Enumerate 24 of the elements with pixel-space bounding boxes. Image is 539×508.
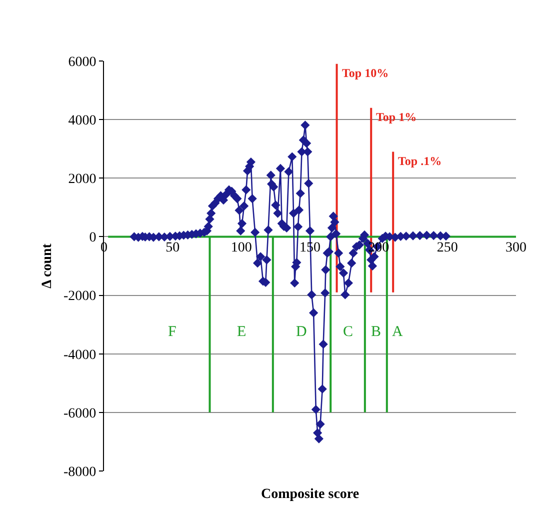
annotation: B	[371, 324, 382, 340]
annotation: F	[168, 324, 176, 340]
y-tick-label: -8000	[64, 464, 96, 480]
series-label: Top 10%	[342, 66, 389, 80]
y-axis-title: Δ count	[40, 243, 56, 288]
y-tick-label: 2000	[68, 172, 96, 188]
y-tick-label: 6000	[68, 54, 96, 70]
annotation: D	[296, 324, 307, 340]
x-tick-label: 300	[506, 240, 526, 256]
x-tick-label: 250	[436, 240, 458, 256]
series-label: Top .1%	[398, 154, 442, 168]
y-tick-label: 0	[89, 230, 96, 246]
x-tick-label: 50	[166, 240, 180, 256]
x-axis-title: Composite score	[261, 487, 360, 502]
x-tick-label: 200	[368, 240, 390, 256]
y-tick-label: 4000	[68, 113, 96, 128]
y-tick-label: -2000	[64, 289, 96, 304]
y-tick-label: -4000	[64, 348, 96, 363]
y-tick-label: -6000	[64, 406, 96, 422]
annotation: C	[343, 324, 354, 340]
series-label: Top 1%	[376, 110, 417, 124]
annotation: E	[237, 324, 246, 340]
annotation: A	[392, 324, 403, 340]
x-tick-label: 100	[230, 240, 252, 256]
